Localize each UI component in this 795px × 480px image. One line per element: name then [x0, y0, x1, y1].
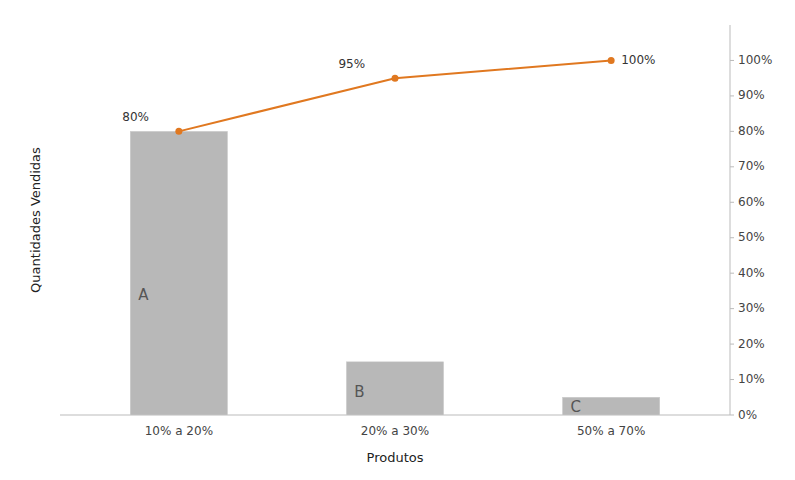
y2-tick: [730, 308, 734, 309]
bar-annotation: B: [354, 383, 364, 401]
y2-tick: [730, 202, 734, 203]
line: [179, 60, 611, 131]
x-tick-label: 10% a 20%: [145, 424, 213, 438]
y2-tick: [730, 166, 734, 167]
y2-tick-label: 0%: [738, 408, 757, 422]
y2-tick: [730, 60, 734, 61]
y2-tick-label: 30%: [738, 301, 765, 315]
y2-tick: [730, 237, 734, 238]
y2-tick: [730, 344, 734, 345]
y2-tick-label: 10%: [738, 372, 765, 386]
y2-tick: [730, 273, 734, 274]
y2-tick: [730, 379, 734, 380]
x-tick-label: 20% a 30%: [361, 424, 429, 438]
bar: [130, 131, 227, 415]
y2-tick-label: 40%: [738, 266, 765, 280]
x-tick-label: 50% a 70%: [577, 424, 645, 438]
data-label: 80%: [122, 110, 149, 124]
y-axis-title: Quantidades Vendidas: [28, 147, 43, 293]
bar: [346, 362, 443, 415]
data-label: 100%: [621, 53, 655, 67]
line-marker: [608, 57, 615, 64]
chart: 0% 10% 20% 30% 40% 50% 60% 70% 80% 90% 100% 10% a 2…: [0, 0, 795, 480]
y2-tick-label: 100%: [738, 53, 772, 67]
y2-tick-label: 20%: [738, 337, 765, 351]
y2-tick: [730, 95, 734, 96]
bar-annotation: C: [571, 398, 581, 416]
plot-area: [130, 57, 660, 415]
y2-tick: [730, 131, 734, 132]
data-label: 95%: [338, 57, 365, 71]
y2-tick: [730, 415, 734, 416]
y2-tick-label: 90%: [738, 88, 765, 102]
y2-tick-label: 50%: [738, 230, 765, 244]
y2-tick-label: 80%: [738, 124, 765, 138]
y2-axis-line: [730, 25, 731, 415]
x-axis-title: Produtos: [367, 450, 424, 465]
y2-tick-label: 70%: [738, 159, 765, 173]
line-marker: [175, 128, 182, 135]
bar-annotation: A: [138, 286, 149, 304]
line-marker: [392, 75, 399, 82]
labels: 80% 95% 100% A B C: [122, 53, 655, 416]
y2-tick-label: 60%: [738, 195, 765, 209]
